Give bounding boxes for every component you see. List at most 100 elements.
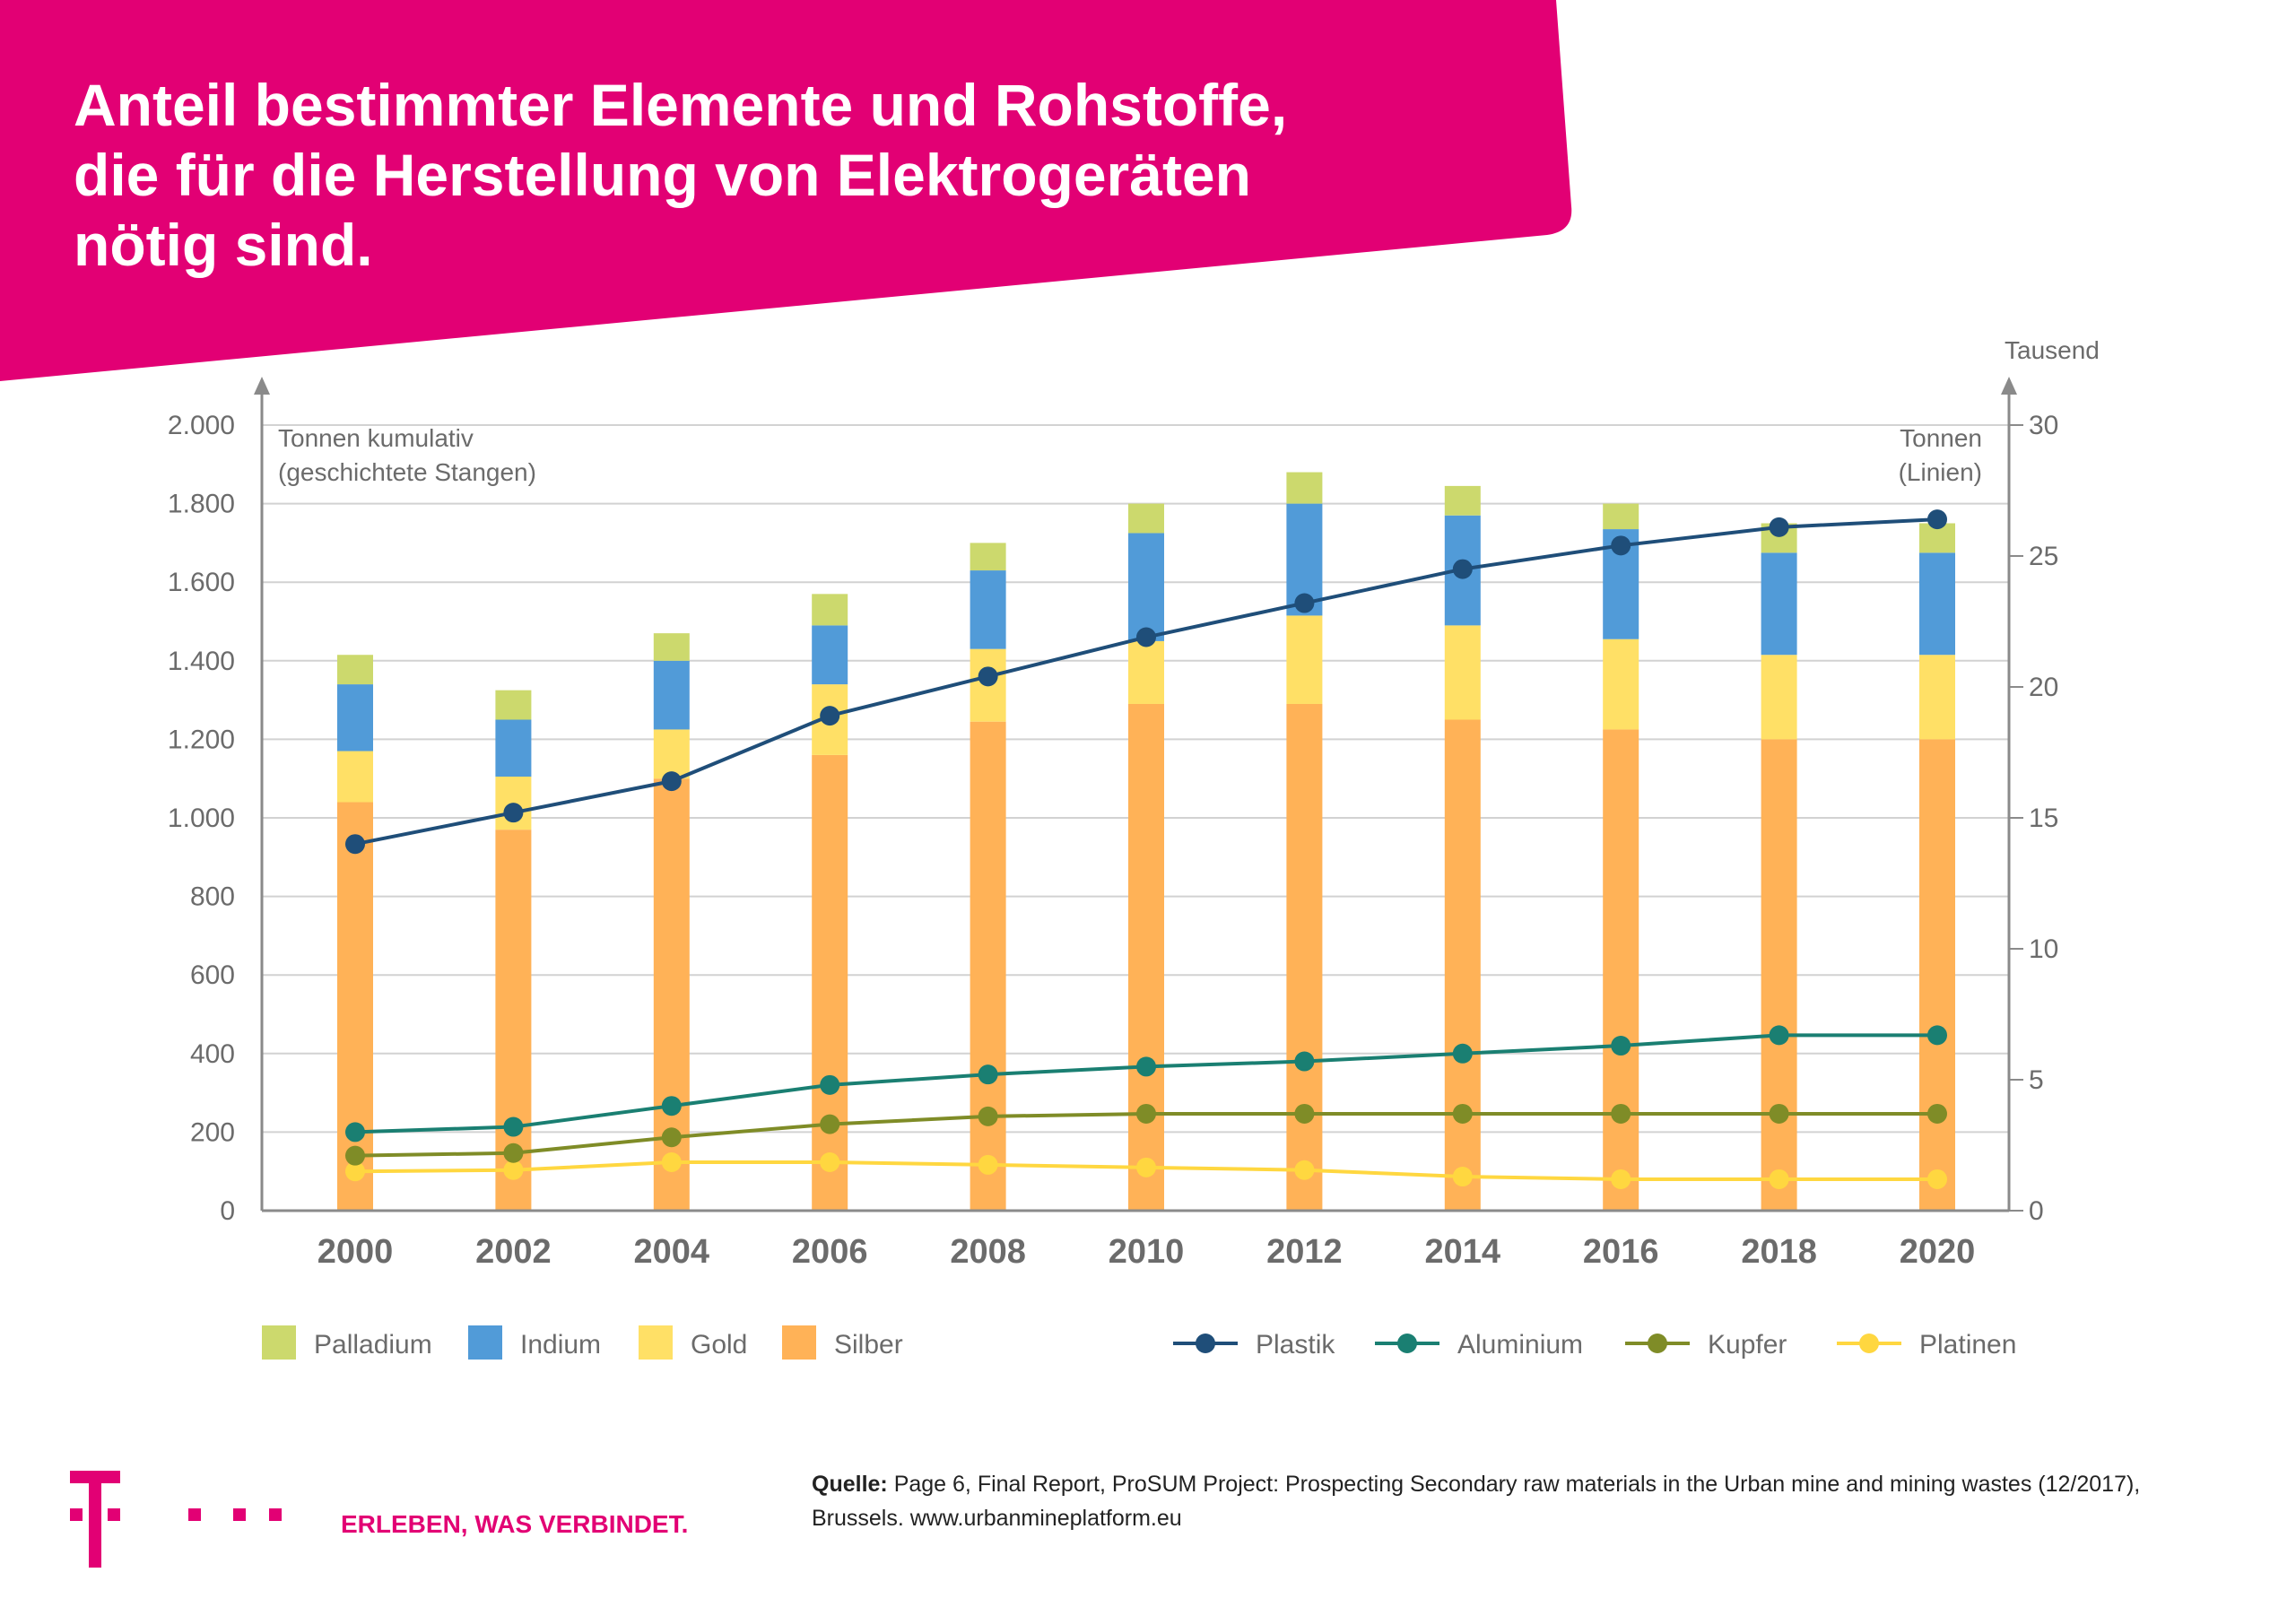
legend-label-gold: Gold xyxy=(691,1330,747,1360)
bar-silber xyxy=(1761,739,1797,1211)
bar-palladium xyxy=(812,594,848,626)
bar-gold xyxy=(1761,655,1797,740)
point-kupfer xyxy=(1452,1103,1473,1124)
point-plastik xyxy=(1136,627,1156,647)
bar-palladium xyxy=(337,655,373,685)
right-tick-label: 25 xyxy=(2029,542,2058,571)
left-axis-arrow-icon xyxy=(254,377,270,395)
legend-swatch-gold xyxy=(639,1325,673,1360)
bar-indium xyxy=(1919,552,1955,656)
point-aluminium xyxy=(1611,1036,1631,1056)
point-platinen xyxy=(1769,1169,1789,1189)
title-banner xyxy=(0,0,1572,381)
x-tick-label: 2018 xyxy=(1741,1233,1817,1271)
right-tick-label: 5 xyxy=(2029,1065,2044,1095)
point-platinen xyxy=(1294,1160,1315,1180)
source-text: Page 6, Final Report, ProSUM Project: Pr… xyxy=(812,1472,2141,1531)
slogan: ERLEBEN, WAS VERBINDET. xyxy=(341,1510,689,1538)
point-kupfer xyxy=(345,1145,365,1166)
legend-label-indium: Indium xyxy=(520,1330,601,1360)
bar-silber xyxy=(812,754,848,1211)
point-kupfer xyxy=(1136,1103,1156,1124)
right-tick-label: 0 xyxy=(2029,1196,2044,1226)
legend-swatch-silber xyxy=(782,1325,816,1360)
point-plastik xyxy=(661,771,682,792)
bar-gold xyxy=(1603,639,1639,730)
bar-palladium xyxy=(1128,503,1164,534)
bar-indium xyxy=(970,570,1006,649)
bar-gold xyxy=(1286,615,1323,704)
legend-marker-platinen xyxy=(1859,1334,1879,1353)
left-tick-label: 800 xyxy=(190,882,235,912)
left-tick-label: 400 xyxy=(190,1039,235,1069)
bar-gold xyxy=(1444,625,1481,720)
legend-marker-aluminium xyxy=(1397,1334,1417,1353)
bar-silber xyxy=(1286,703,1323,1211)
point-plastik xyxy=(978,666,998,687)
point-platinen xyxy=(1927,1169,1947,1189)
bar-silber xyxy=(1444,719,1481,1211)
point-platinen xyxy=(820,1151,840,1172)
legend-label-aluminium: Aluminium xyxy=(1457,1330,1583,1360)
point-plastik xyxy=(503,803,524,823)
point-aluminium xyxy=(1927,1025,1947,1046)
page-title: Anteil bestimmter Elemente und Rohstoffe… xyxy=(74,72,1288,278)
point-kupfer xyxy=(1769,1103,1789,1124)
x-tick-label: 2016 xyxy=(1583,1233,1659,1271)
right-tick-label: 10 xyxy=(2029,934,2058,964)
x-tick-label: 2020 xyxy=(1900,1233,1976,1271)
left-tick-label: 1.600 xyxy=(168,568,235,597)
bar-silber xyxy=(337,802,373,1211)
left-tick-label: 1.400 xyxy=(168,647,235,676)
bar-palladium xyxy=(1286,472,1323,504)
right-tick-label: 20 xyxy=(2029,673,2058,702)
x-tick-label: 2000 xyxy=(317,1233,394,1271)
right-axis-label: (Linien) xyxy=(1899,458,1982,486)
left-tick-label: 1.000 xyxy=(168,804,235,833)
left-tick-label: 1.200 xyxy=(168,725,235,754)
point-plastik xyxy=(1294,593,1315,613)
point-aluminium xyxy=(345,1122,365,1142)
bar-indium xyxy=(812,625,848,685)
right-tick-label: 15 xyxy=(2029,804,2058,833)
point-platinen xyxy=(978,1154,998,1175)
right-axis-label: Tonnen xyxy=(1900,424,1982,452)
bar-gold xyxy=(337,751,373,803)
legend-marker-plastik xyxy=(1196,1334,1215,1353)
bar-silber xyxy=(1603,729,1639,1211)
point-aluminium xyxy=(978,1064,998,1085)
left-tick-label: 200 xyxy=(190,1117,235,1147)
point-kupfer xyxy=(503,1142,524,1163)
point-aluminium xyxy=(1294,1051,1315,1072)
bar-palladium xyxy=(970,543,1006,571)
point-kupfer xyxy=(1927,1103,1947,1124)
right-tick-label: 30 xyxy=(2029,411,2058,440)
legend-label-platinen: Platinen xyxy=(1919,1330,2016,1360)
point-platinen xyxy=(503,1160,524,1180)
legend-label-plastik: Plastik xyxy=(1256,1330,1335,1360)
bar-indium xyxy=(495,719,532,778)
point-plastik xyxy=(1769,517,1789,537)
right-axis-unit: Tausend xyxy=(2005,336,2100,364)
x-tick-label: 2006 xyxy=(792,1233,868,1271)
left-tick-label: 2.000 xyxy=(168,411,235,440)
legend-label-kupfer: Kupfer xyxy=(1708,1330,1787,1360)
point-platinen xyxy=(1611,1169,1631,1189)
source-note: Quelle: Page 6, Final Report, ProSUM Pro… xyxy=(812,1467,2211,1535)
point-platinen xyxy=(345,1161,365,1182)
point-aluminium xyxy=(503,1116,524,1137)
point-platinen xyxy=(1136,1157,1156,1177)
point-plastik xyxy=(1611,535,1631,556)
left-tick-label: 0 xyxy=(220,1196,235,1226)
x-tick-label: 2004 xyxy=(634,1233,710,1271)
point-aluminium xyxy=(820,1074,840,1095)
telekom-logo xyxy=(70,1471,282,1568)
source-label: Quelle: xyxy=(812,1472,888,1497)
x-tick-label: 2012 xyxy=(1266,1233,1343,1271)
right-axis-arrow-icon xyxy=(2001,377,2017,395)
bar-gold xyxy=(1919,655,1955,740)
point-kupfer xyxy=(1611,1103,1631,1124)
point-kupfer xyxy=(661,1127,682,1148)
legend-marker-kupfer xyxy=(1648,1334,1667,1353)
x-tick-label: 2010 xyxy=(1109,1233,1185,1271)
